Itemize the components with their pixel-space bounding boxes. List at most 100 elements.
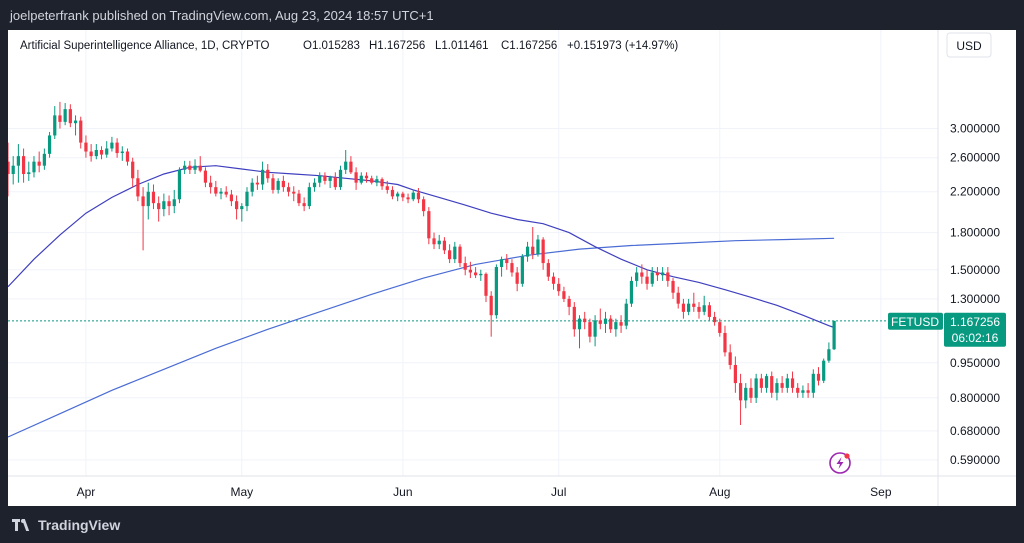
candle-body <box>99 150 104 155</box>
candle-body <box>8 161 10 175</box>
currency-label[interactable]: USD <box>956 39 982 53</box>
candle <box>796 383 800 398</box>
candle-body <box>396 193 400 197</box>
candle-body <box>240 206 244 210</box>
x-tick-label: Jul <box>551 485 566 499</box>
candle-body <box>666 272 670 281</box>
candle-body <box>219 191 223 194</box>
candle <box>619 315 623 333</box>
lightning-icon[interactable] <box>829 452 851 474</box>
candle-body <box>541 239 545 264</box>
candle-body <box>473 272 478 276</box>
candle-body <box>494 267 498 316</box>
candle-body <box>312 182 317 188</box>
chart-panel[interactable]: 3.000000 2.600000 2.200000 1.800000 1.500000… <box>8 30 1016 506</box>
candle-body <box>11 165 15 175</box>
candle-body <box>281 180 285 188</box>
candle-body <box>468 269 473 273</box>
candle <box>240 203 244 222</box>
candle <box>281 175 285 192</box>
y-tick-label: 1.500000 <box>950 263 1000 277</box>
candle-body <box>318 175 322 183</box>
candle-body <box>593 320 597 337</box>
candle-body <box>499 259 504 268</box>
candle <box>84 135 88 158</box>
candle <box>811 369 815 398</box>
candle <box>292 186 296 202</box>
moving-averages <box>8 165 835 438</box>
candle <box>770 371 774 398</box>
candle-body <box>58 115 62 122</box>
candle <box>21 148 26 183</box>
candle-body <box>557 283 561 292</box>
candle-body <box>437 240 441 245</box>
candle <box>666 267 670 287</box>
x-tick-label: Sep <box>870 485 892 499</box>
candle <box>370 175 374 185</box>
candle <box>11 156 15 185</box>
candle-body <box>832 320 836 350</box>
x-tick-label: Jun <box>393 485 412 499</box>
candle-body <box>141 196 145 207</box>
candle-body <box>203 170 208 183</box>
candle <box>448 244 452 264</box>
candle-body <box>344 161 348 170</box>
footer-brand[interactable]: TradingView <box>0 506 1024 543</box>
currency-button[interactable]: USD <box>946 32 992 58</box>
candle-body <box>390 189 395 197</box>
candle-body <box>338 169 343 188</box>
candle <box>442 237 447 255</box>
candle <box>567 295 571 316</box>
candle <box>499 256 504 277</box>
x-tick-label: Apr <box>77 485 96 499</box>
candle <box>157 196 161 222</box>
candle <box>172 189 176 214</box>
candle-body <box>292 191 296 194</box>
candle <box>759 373 763 393</box>
candle-body <box>822 360 826 381</box>
candle <box>115 138 119 158</box>
candle-body <box>53 115 57 136</box>
candle-body <box>359 175 363 183</box>
tradingview-logo-icon <box>12 518 32 531</box>
candle <box>375 175 379 187</box>
candle <box>58 101 62 129</box>
candle <box>697 302 701 319</box>
candle <box>396 191 400 202</box>
candle <box>16 144 21 183</box>
price-chart[interactable]: 3.000000 2.600000 2.200000 1.800000 1.500000… <box>8 30 1016 506</box>
candle-body <box>432 238 436 245</box>
candle <box>94 144 98 160</box>
candle-body <box>588 322 592 337</box>
candle-body <box>525 246 530 257</box>
candle <box>515 267 519 292</box>
candle-body <box>510 263 514 273</box>
candles-layer <box>8 101 836 426</box>
candle-body <box>229 194 234 202</box>
candle <box>707 302 712 321</box>
candle <box>131 157 135 188</box>
candle-body <box>214 187 218 194</box>
candle-body <box>380 179 384 187</box>
candle <box>593 315 597 347</box>
candle-body <box>79 120 83 143</box>
candle <box>209 175 213 194</box>
candle-body <box>406 197 410 200</box>
candle <box>629 276 634 307</box>
candle <box>525 241 530 262</box>
candle-body <box>297 193 301 204</box>
candle <box>105 141 109 158</box>
legend-symbol[interactable]: Artificial Superintelligence Alliance, 1… <box>20 40 270 52</box>
candle <box>245 187 249 212</box>
candle <box>520 254 524 287</box>
candle <box>572 302 576 337</box>
candle-body <box>489 295 493 316</box>
candle-body <box>754 378 758 398</box>
candle-body <box>645 276 649 284</box>
candle-body <box>307 187 311 207</box>
candle <box>816 367 821 386</box>
candle <box>234 195 239 220</box>
candle-body <box>572 306 576 330</box>
candle <box>229 189 234 207</box>
price-axis: 3.000000 2.600000 2.200000 1.800000 1.500000… <box>937 30 1000 506</box>
